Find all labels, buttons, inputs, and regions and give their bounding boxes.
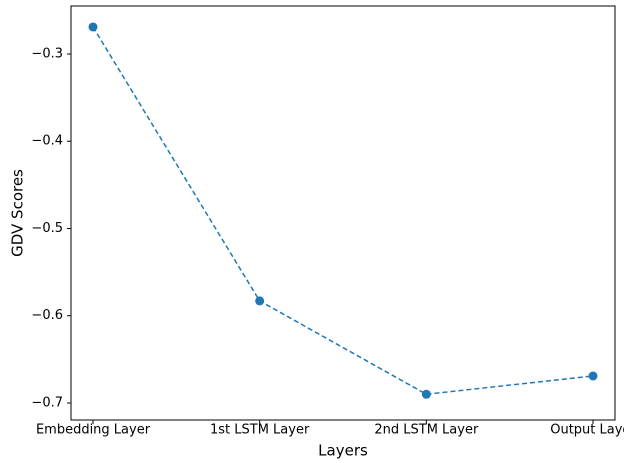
data-point [88, 22, 98, 32]
data-line [92, 26, 594, 396]
x-axis-label: Layers [318, 442, 368, 460]
x-tick-label: 2nd LSTM Layer [374, 423, 479, 438]
x-tick-label: Output Layer [550, 423, 624, 438]
y-tick-label: −0.3 [31, 46, 63, 61]
data-point [255, 296, 265, 306]
y-axis-label: GDV Scores [9, 169, 27, 257]
x-tick-label: Embedding Layer [36, 423, 151, 438]
data-point [421, 389, 431, 399]
data-point [588, 371, 598, 381]
plot-frame [70, 5, 616, 421]
x-tick-label: 1st LSTM Layer [210, 423, 310, 438]
y-tick-label: −0.7 [31, 395, 63, 410]
y-tick-label: −0.5 [31, 221, 63, 236]
y-tick-label: −0.4 [31, 134, 63, 149]
y-tick-label: −0.6 [31, 308, 63, 323]
